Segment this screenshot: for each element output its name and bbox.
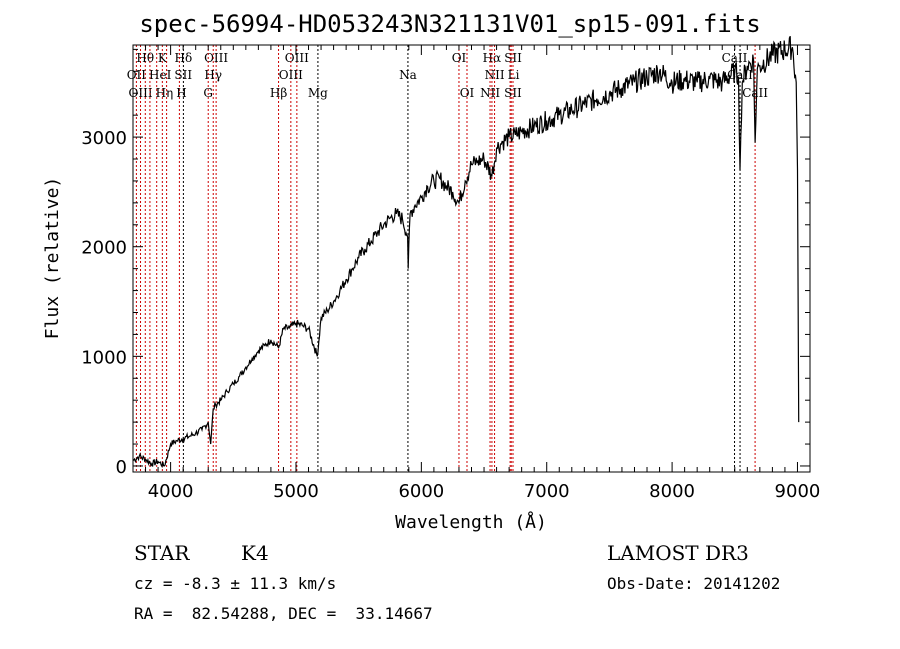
spectral-line-label: Hα: [483, 51, 502, 65]
redshift-cz: cz = -8.3 ± 11.3 km/s: [134, 574, 337, 593]
spectral-line-label: OIII: [129, 86, 153, 100]
y-tick-label: 1000: [81, 347, 127, 368]
object-class: STAR: [134, 541, 190, 565]
x-tick-label: 8000: [649, 481, 695, 502]
spectral-line-label: G: [203, 86, 213, 100]
spectral-line-label: OI: [460, 86, 475, 100]
survey-label: LAMOST DR3: [607, 541, 749, 565]
spectrum-line: [132, 35, 800, 469]
x-axis-label: Wavelength (Å): [395, 511, 547, 533]
spectral-line-label: Hθ: [136, 51, 154, 65]
spectral-line-label: OIII: [285, 51, 309, 65]
spectral-line-label: OIII: [279, 68, 303, 82]
spectral-line-label: OII: [127, 68, 147, 82]
spectral-line-label: OI: [452, 51, 467, 65]
spectral-line-label: Hγ: [204, 68, 222, 82]
spectral-line-label: NII: [485, 68, 505, 82]
y-tick-label: 2000: [81, 238, 127, 259]
spectral-line-label: SII: [174, 68, 192, 82]
x-tick-label: 5000: [273, 481, 319, 502]
spectral-line-label: Na: [399, 68, 417, 82]
spectral-line-label: HeI: [149, 68, 172, 82]
spectral-line-label: K: [158, 51, 168, 65]
spectral-line-label: Li: [508, 68, 520, 82]
obs-date: Obs-Date: 20141202: [607, 574, 781, 593]
axis-ticks: 4000 5000 6000 7000 8000 9000 0 1000 2000 3000: [81, 45, 820, 502]
spectral-line-label: OIII: [204, 51, 228, 65]
spectral-line-label: NII: [480, 86, 500, 100]
spectral-line-label: H: [176, 86, 186, 100]
x-tick-label: 7000: [524, 481, 570, 502]
spectral-line-label: Hβ: [270, 86, 287, 100]
coordinates: RA = 82.54288, DEC = 33.14667: [134, 604, 433, 623]
y-tick-label: 3000: [81, 128, 127, 149]
y-axis-label: Flux (relative): [42, 177, 63, 340]
spectral-line-label: SII: [504, 86, 522, 100]
x-tick-label: 6000: [398, 481, 444, 502]
chart-title: spec-56994-HD053243N321131V01_sp15-091.f…: [139, 10, 761, 38]
spectral-line-label: Hδ: [175, 51, 193, 65]
plot-frame: [132, 44, 811, 473]
spectral-line-label: Hη: [156, 86, 174, 100]
spectral-line-label: CaII: [722, 51, 748, 65]
x-tick-label: 9000: [775, 481, 821, 502]
spectral-line-label: Mg: [308, 86, 328, 100]
x-tick-label: 4000: [148, 481, 194, 502]
y-tick-label: 0: [116, 457, 127, 478]
object-subclass: K4: [241, 541, 269, 565]
spectral-line-label: CaII: [742, 86, 768, 100]
